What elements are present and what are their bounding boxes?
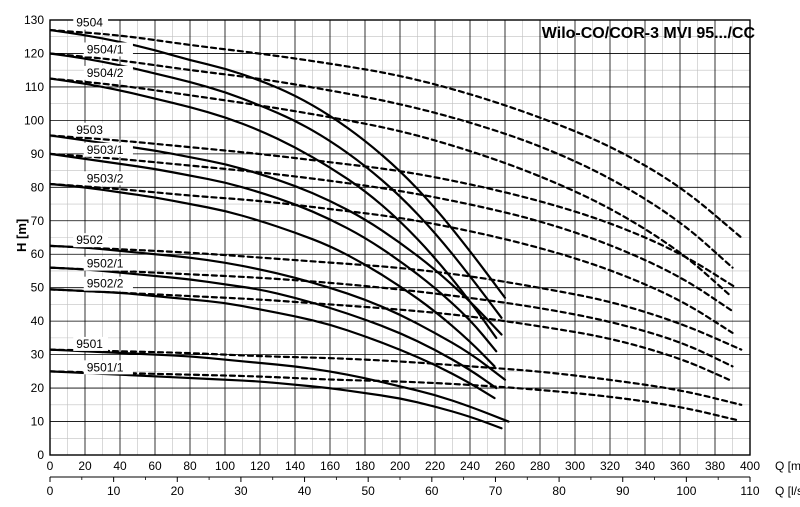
x1-tick-label: 320 xyxy=(600,459,620,473)
curve-group xyxy=(50,30,741,428)
x2-unit: Q [l/s] xyxy=(775,484,800,498)
series-label: 9501 xyxy=(76,337,103,351)
y-tick-label: 0 xyxy=(37,448,44,462)
y-tick-label: 120 xyxy=(24,46,44,60)
x1-tick-label: 140 xyxy=(285,459,305,473)
curve-dashed xyxy=(50,246,741,350)
x1-tick-label: 120 xyxy=(250,459,270,473)
x1-tick-label: 160 xyxy=(320,459,340,473)
y-tick-label: 50 xyxy=(31,281,45,295)
y-tick-label: 110 xyxy=(25,80,44,94)
x1-unit: Q [m³/h] xyxy=(775,459,800,473)
y-tick-label: 90 xyxy=(31,147,45,161)
x1-tick-label: 240 xyxy=(460,459,480,473)
series-label: 9503/1 xyxy=(87,143,124,157)
series-label: 9504/2 xyxy=(87,66,124,80)
x1-tick-label: 40 xyxy=(113,459,127,473)
x2-tick-label: 100 xyxy=(676,484,696,498)
x1-tick-label: 80 xyxy=(183,459,197,473)
x2-tick-label: 30 xyxy=(234,484,248,498)
x1-tick-label: 380 xyxy=(705,459,725,473)
x1-tick-label: 220 xyxy=(425,459,445,473)
x2-tick-label: 0 xyxy=(47,484,54,498)
x1-tick-label: 0 xyxy=(47,459,54,473)
y-tick-label: 100 xyxy=(24,113,44,127)
x2-tick-label: 80 xyxy=(552,484,566,498)
x2-tick-label: 50 xyxy=(362,484,376,498)
series-label: 9504 xyxy=(76,16,103,30)
curve-dashed xyxy=(50,135,736,287)
y-axis-label: H [m] xyxy=(14,219,29,252)
x1-tick-label: 260 xyxy=(495,459,515,473)
x1-tick-label: 180 xyxy=(355,459,375,473)
series-label: 9502/2 xyxy=(87,277,124,291)
x2-tick-label: 60 xyxy=(425,484,439,498)
curve-solid xyxy=(50,184,495,366)
series-label: 9503/2 xyxy=(87,171,124,185)
x2-tick-label: 40 xyxy=(298,484,312,498)
x1-tick-label: 60 xyxy=(148,459,162,473)
y-tick-label: 10 xyxy=(31,415,45,429)
x2-tick-label: 10 xyxy=(107,484,121,498)
y-tick-label: 80 xyxy=(31,180,45,194)
x2-tick-label: 70 xyxy=(489,484,503,498)
y-tick-label: 20 xyxy=(31,381,45,395)
y-tick-label: 130 xyxy=(24,13,44,27)
curve-solid xyxy=(50,79,496,338)
x1-tick-label: 300 xyxy=(565,459,585,473)
series-label: 9502/1 xyxy=(87,257,124,271)
series-label: 9503 xyxy=(76,123,103,137)
x2-tick-label: 20 xyxy=(171,484,185,498)
x1-tick-label: 280 xyxy=(530,459,550,473)
y-tick-label: 60 xyxy=(31,247,45,261)
x1-tick-label: 100 xyxy=(215,459,235,473)
series-label: 9504/1 xyxy=(87,42,124,56)
curve-dashed xyxy=(50,30,741,237)
y-tick-label: 40 xyxy=(31,314,45,328)
curve-solid xyxy=(50,371,502,428)
x2-tick-label: 90 xyxy=(616,484,630,498)
pump-chart: 0102030405060708090100110120130020406080… xyxy=(0,0,800,507)
y-tick-label: 70 xyxy=(31,214,45,228)
x1-tick-label: 340 xyxy=(635,459,655,473)
curve-dashed xyxy=(50,371,736,420)
chart-svg: 0102030405060708090100110120130020406080… xyxy=(0,0,800,507)
x2-tick-label: 110 xyxy=(740,484,759,498)
x1-tick-label: 400 xyxy=(740,459,760,473)
chart-title: Wilo-CO/COR-3 MVI 95.../CC xyxy=(542,25,756,42)
x1-tick-label: 20 xyxy=(78,459,92,473)
series-label: 9501/1 xyxy=(87,360,124,374)
x1-tick-label: 360 xyxy=(670,459,690,473)
curve-dashed xyxy=(50,289,729,379)
x1-tick-label: 200 xyxy=(390,459,410,473)
series-label: 9502 xyxy=(76,233,103,247)
y-tick-label: 30 xyxy=(31,348,45,362)
